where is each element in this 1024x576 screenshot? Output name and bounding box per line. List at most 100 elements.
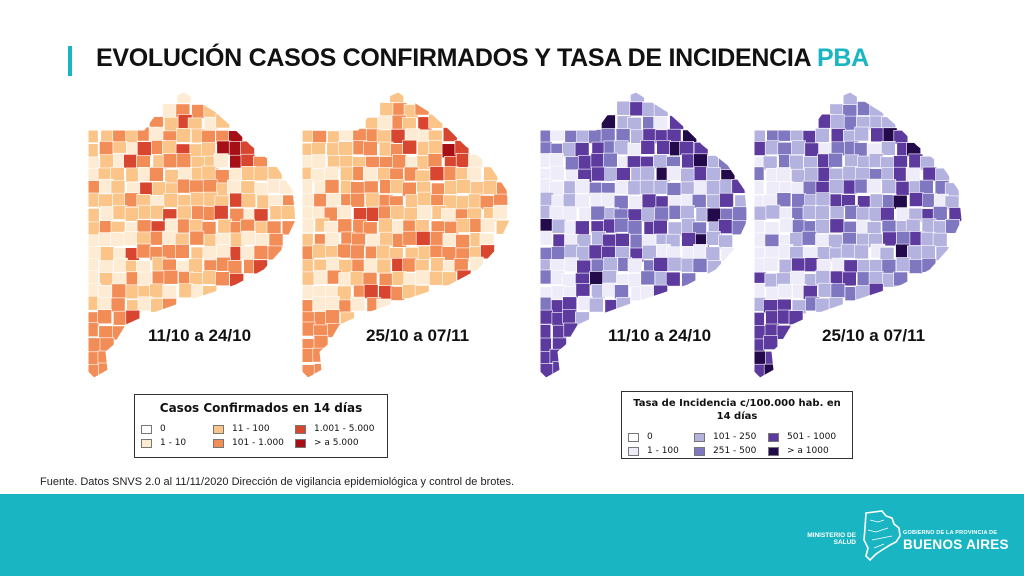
district-region	[549, 348, 565, 364]
district-region	[189, 179, 204, 195]
district-region	[110, 297, 126, 313]
district-region	[201, 142, 216, 157]
district-region	[776, 192, 792, 207]
district-region	[815, 127, 830, 143]
district-region	[97, 296, 112, 312]
district-region	[882, 231, 897, 247]
legend-rate-title: Tasa de Incidencia c/100.000 hab. en 14 …	[633, 398, 841, 422]
district-region	[641, 207, 656, 223]
district-region	[337, 218, 353, 234]
district-region	[310, 168, 326, 184]
district-region	[254, 182, 270, 197]
district-region	[456, 218, 472, 233]
district-region	[881, 140, 896, 156]
district-region	[444, 180, 459, 195]
district-region	[563, 257, 579, 272]
source-note: Fuente. Datos SNVS 2.0 al 11/11/2020 Dir…	[40, 476, 515, 488]
legend-swatch	[694, 432, 705, 442]
district-region	[339, 166, 355, 182]
district-region	[349, 271, 365, 286]
district-region	[392, 154, 407, 169]
district-region	[123, 231, 139, 246]
legend-cases-item: 1 - 10	[141, 438, 186, 448]
map-rate-period-1-label: 11/10 a 24/10	[608, 326, 712, 345]
district-region	[706, 231, 721, 246]
district-region	[706, 167, 721, 182]
district-region	[908, 259, 924, 274]
district-region	[351, 259, 367, 274]
district-region	[765, 204, 781, 220]
legend-cases-item: > a 5.000	[295, 438, 359, 448]
gov-logo-small-text: GOBIERNO DE LA PROVINCIA DE	[903, 530, 998, 536]
district-region	[149, 230, 165, 246]
district-region	[415, 270, 430, 285]
district-region	[909, 192, 924, 207]
district-region	[188, 258, 203, 274]
district-region	[933, 220, 948, 236]
district-region	[815, 270, 831, 285]
district-region	[574, 142, 590, 157]
district-region	[616, 297, 631, 312]
district-region	[403, 207, 419, 222]
district-region	[562, 309, 578, 324]
district-region	[829, 206, 845, 221]
legend-swatch	[628, 432, 639, 442]
legend-cases-title: Casos Confirmados en 14 días	[159, 401, 363, 415]
district-region	[363, 258, 379, 273]
district-region	[336, 205, 352, 220]
district-region	[693, 153, 708, 169]
district-region	[137, 271, 152, 287]
district-region	[100, 206, 115, 221]
district-region	[417, 205, 432, 220]
district-region	[378, 272, 394, 288]
district-region	[640, 139, 656, 155]
district-region	[550, 126, 565, 142]
district-region	[302, 271, 316, 287]
district-region	[935, 246, 951, 261]
district-region	[202, 270, 217, 285]
district-region	[163, 269, 179, 285]
province-outline	[539, 91, 749, 379]
district-region	[402, 230, 418, 246]
title-accent-text: PBA	[817, 44, 869, 72]
district-region	[202, 246, 218, 261]
district-region	[99, 272, 114, 287]
province-map-icon	[863, 510, 901, 562]
map-rate-period-2	[752, 90, 964, 380]
district-region	[603, 152, 618, 168]
district-region	[227, 260, 243, 275]
district-region	[706, 180, 721, 195]
district-region	[815, 233, 830, 249]
district-region	[325, 309, 340, 324]
district-region	[562, 206, 578, 221]
district-region	[176, 153, 192, 169]
district-region	[362, 167, 378, 182]
title-accent-bar	[68, 46, 72, 76]
district-region	[905, 167, 921, 183]
district-region	[754, 180, 765, 195]
district-region	[653, 115, 668, 131]
legend-cases-item: 11 - 100	[213, 424, 270, 434]
district-region	[893, 166, 908, 182]
district-region	[866, 178, 882, 194]
district-region	[201, 165, 217, 181]
district-region	[707, 260, 722, 275]
legend-swatch	[141, 438, 152, 448]
district-region	[302, 364, 315, 378]
district-region	[549, 206, 565, 221]
legend-rate-item: 0	[628, 432, 653, 442]
district-region	[693, 244, 708, 259]
district-region	[616, 167, 631, 182]
district-region	[124, 206, 140, 222]
district-region	[614, 217, 629, 233]
district-region	[253, 245, 269, 260]
district-region	[576, 246, 592, 261]
district-region	[804, 142, 820, 158]
district-region	[540, 218, 553, 233]
district-region	[149, 283, 165, 299]
district-region	[588, 297, 604, 313]
district-region	[919, 179, 934, 195]
map-cases-period-2	[300, 90, 512, 380]
district-region	[828, 179, 844, 194]
district-region	[241, 166, 256, 181]
